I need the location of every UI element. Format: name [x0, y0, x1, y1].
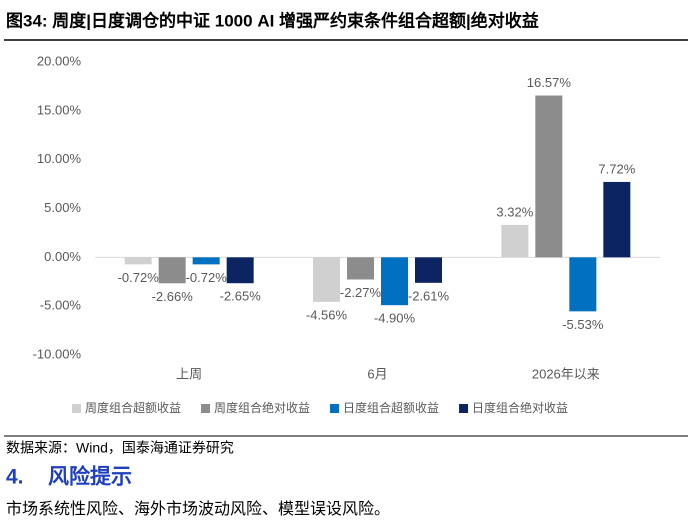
value-label: -2.61% [408, 288, 450, 303]
source: 数据来源：Wind，国泰海通证券研究 [6, 440, 234, 456]
value-label: -5.53% [562, 317, 604, 332]
legend-label: 日度组合绝对收益 [472, 400, 568, 415]
figure-title: 图34: 周度|日度调仓的中证 1000 AI 增强严约束条件组合超额|绝对收益 [6, 10, 539, 30]
value-label: -2.65% [220, 289, 262, 304]
bar [415, 257, 442, 283]
bar [535, 95, 563, 258]
bar [226, 257, 254, 284]
value-label: -2.27% [340, 285, 382, 300]
y-tick-label: 20.00% [37, 53, 82, 68]
legend-label: 日度组合超额收益 [343, 400, 439, 415]
section-title: 风险提示 [48, 465, 132, 489]
bar [603, 181, 631, 258]
y-tick-label: 15.00% [37, 102, 82, 117]
bar [569, 257, 597, 312]
x-tick-label: 6月 [367, 366, 387, 381]
y-tick-label: 10.00% [37, 151, 82, 166]
value-label: -0.72% [186, 270, 228, 285]
bar [313, 257, 340, 302]
y-tick-label: 0.00% [44, 249, 81, 264]
legend-label: 周度组合绝对收益 [214, 400, 310, 415]
value-label: 16.57% [527, 75, 572, 90]
legend-label: 周度组合超额收益 [85, 400, 181, 415]
y-tick-label: -10.00% [33, 346, 82, 361]
bar [158, 257, 186, 284]
bar [192, 257, 220, 265]
legend-swatch [72, 404, 81, 413]
value-label: -4.56% [306, 307, 348, 322]
bar [347, 257, 374, 280]
legend-swatch [201, 404, 211, 413]
bar [501, 224, 529, 258]
value-label: 7.72% [598, 161, 635, 176]
body-text: 市场系统性风险、海外市场波动风险、模型误设风险。 [6, 500, 390, 518]
value-label: -2.66% [152, 289, 194, 304]
section-number: 4. [6, 466, 24, 489]
value-label: -4.90% [374, 311, 416, 326]
y-tick-label: 5.00% [44, 200, 81, 215]
legend-swatch [459, 404, 469, 413]
x-tick-label: 2026年以来 [532, 366, 600, 381]
bar [124, 257, 152, 265]
y-tick-label: -5.00% [40, 298, 82, 313]
value-label: -0.72% [118, 270, 160, 285]
legend-swatch [330, 404, 340, 413]
bar [381, 257, 408, 306]
x-tick-label: 上周 [176, 366, 202, 381]
value-label: 3.32% [496, 204, 533, 219]
